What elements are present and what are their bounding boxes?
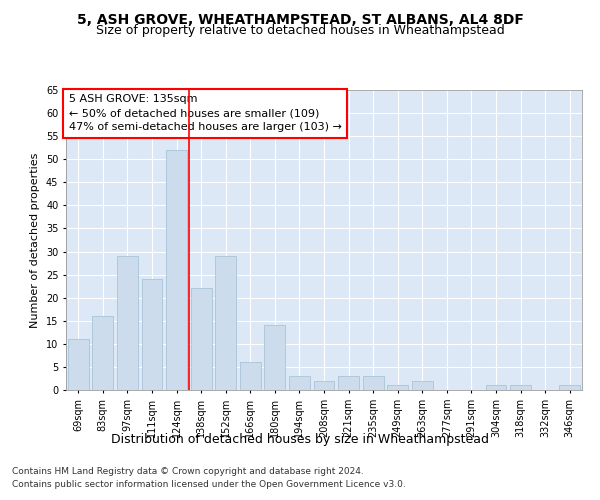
Bar [191, 288, 212, 390]
Y-axis label: Number of detached properties: Number of detached properties [31, 152, 40, 328]
Bar [387, 386, 408, 390]
Bar [314, 381, 334, 390]
Bar [117, 256, 138, 390]
Text: Contains HM Land Registry data © Crown copyright and database right 2024.: Contains HM Land Registry data © Crown c… [12, 468, 364, 476]
Bar [265, 326, 286, 390]
Bar [215, 256, 236, 390]
Bar [240, 362, 261, 390]
Text: Distribution of detached houses by size in Wheathampstead: Distribution of detached houses by size … [111, 432, 489, 446]
Bar [338, 376, 359, 390]
Text: 5 ASH GROVE: 135sqm
← 50% of detached houses are smaller (109)
47% of semi-detac: 5 ASH GROVE: 135sqm ← 50% of detached ho… [68, 94, 341, 132]
Bar [485, 386, 506, 390]
Bar [92, 316, 113, 390]
Text: Size of property relative to detached houses in Wheathampstead: Size of property relative to detached ho… [95, 24, 505, 37]
Text: Contains public sector information licensed under the Open Government Licence v3: Contains public sector information licen… [12, 480, 406, 489]
Bar [510, 386, 531, 390]
Bar [362, 376, 383, 390]
Bar [559, 386, 580, 390]
Bar [142, 279, 163, 390]
Text: 5, ASH GROVE, WHEATHAMPSTEAD, ST ALBANS, AL4 8DF: 5, ASH GROVE, WHEATHAMPSTEAD, ST ALBANS,… [77, 12, 523, 26]
Bar [412, 381, 433, 390]
Bar [68, 339, 89, 390]
Bar [166, 150, 187, 390]
Bar [289, 376, 310, 390]
